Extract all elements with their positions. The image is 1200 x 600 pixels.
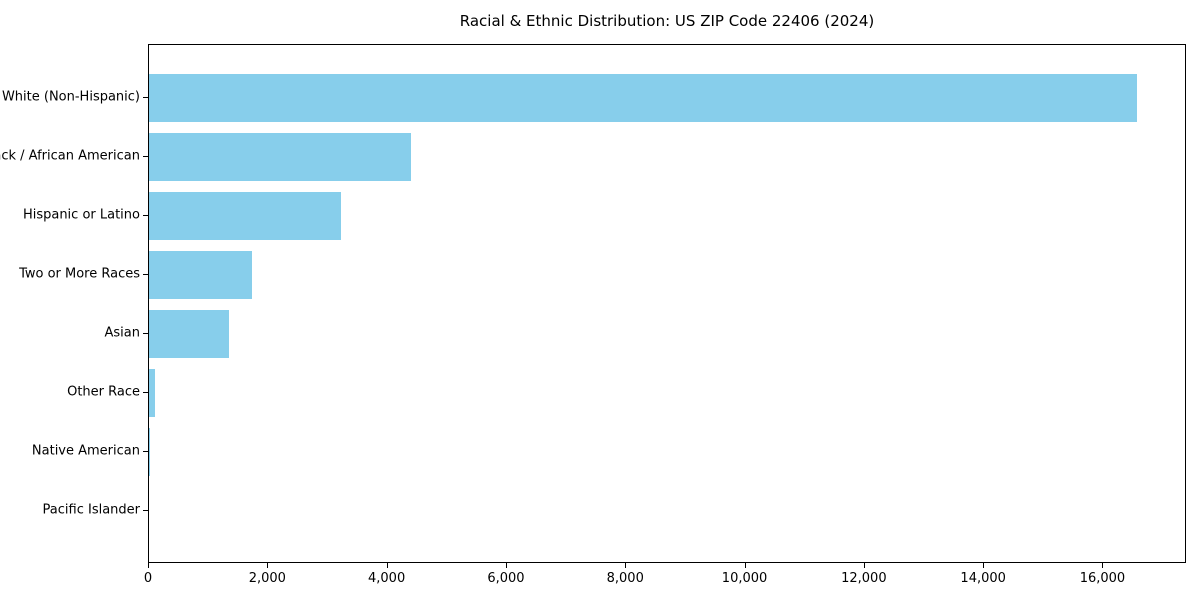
x-tick-mark-5 [744,563,746,568]
x-tick-mark-7 [983,563,985,568]
x-tick-mark-2 [386,563,388,568]
y-tick-label-0: White (Non-Hispanic) [1,89,140,105]
y-tick-mark-6 [143,450,148,452]
x-tick-label-4: 8,000 [606,571,644,586]
y-tick-mark-0 [143,97,148,99]
x-tick-label-7: 14,000 [960,571,1006,586]
x-tick-label-3: 6,000 [487,571,525,586]
y-tick-mark-5 [143,391,148,393]
bar-5 [149,369,156,417]
bar-2 [149,192,342,240]
y-tick-label-6: Native American [31,443,140,459]
x-tick-label-1: 2,000 [248,571,286,586]
y-tick-label-5: Other Race [67,384,140,400]
x-tick-mark-8 [1102,563,1104,568]
x-tick-mark-4 [625,563,627,568]
bar-4 [149,310,230,358]
y-tick-label-7: Pacific Islander [42,502,140,518]
x-tick-label-8: 16,000 [1079,571,1126,586]
bar-1 [149,133,412,181]
bar-3 [149,251,252,299]
y-tick-label-1: Black / African American [0,148,140,164]
bar-6 [149,428,150,476]
x-tick-label-2: 4,000 [368,571,406,586]
y-tick-mark-4 [143,332,148,334]
y-tick-mark-3 [143,274,148,275]
x-tick-mark-0 [148,563,149,568]
chart-title: Racial & Ethnic Distribution: US ZIP Cod… [459,12,875,30]
y-tick-mark-7 [143,509,148,511]
bar-0 [149,74,1138,122]
y-tick-label-4: Asian [104,325,140,341]
x-tick-mark-3 [505,563,507,568]
y-tick-label-3: Two or More Races [19,266,140,282]
y-tick-mark-1 [143,156,148,158]
y-tick-label-2: Hispanic or Latino [22,207,140,223]
plot-area [148,44,1186,563]
x-tick-label-6: 12,000 [841,571,887,586]
y-tick-mark-2 [143,215,148,217]
x-tick-label-0: 0 [143,571,153,586]
x-tick-mark-6 [863,563,865,568]
x-tick-mark-1 [267,563,269,568]
x-tick-label-5: 10,000 [721,571,768,586]
